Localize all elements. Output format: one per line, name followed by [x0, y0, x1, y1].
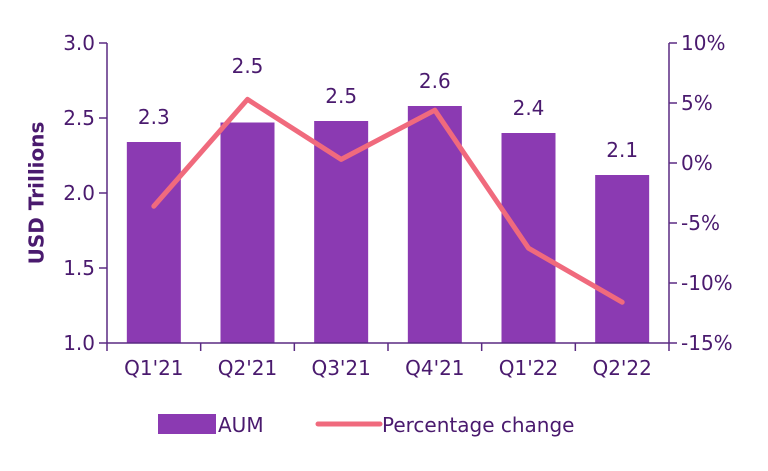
left-tick-label-3: 2.5 — [63, 106, 95, 130]
data-label-4: 2.4 — [513, 96, 545, 120]
right-tick-label-1: -10% — [681, 271, 733, 295]
category-label-4: Q1'22 — [499, 356, 558, 380]
data-label-3: 2.6 — [419, 69, 451, 93]
bars-layer — [126, 106, 650, 343]
category-label-3: Q4'21 — [405, 356, 464, 380]
left-tick-label-1: 1.5 — [63, 256, 95, 280]
legend: AUM Percentage change — [158, 413, 574, 437]
category-label-2: Q3'21 — [311, 356, 370, 380]
left-tick-label-2: 2.0 — [63, 181, 95, 205]
category-label-0: Q1'21 — [124, 356, 183, 380]
data-labels: 2.3 2.5 2.5 2.6 2.4 2.1 — [138, 54, 638, 162]
data-label-1: 2.5 — [232, 54, 264, 78]
category-label-5: Q2'22 — [592, 356, 651, 380]
data-label-2: 2.5 — [325, 84, 357, 108]
bar-4 — [501, 133, 556, 343]
legend-aum-label: AUM — [218, 413, 264, 437]
data-label-0: 2.3 — [138, 105, 170, 129]
category-labels: Q1'21 Q2'21 Q3'21 Q4'21 Q1'22 Q2'22 — [106, 343, 670, 380]
data-label-5: 2.1 — [606, 138, 638, 162]
category-label-1: Q2'21 — [218, 356, 277, 380]
bar-3 — [407, 106, 462, 343]
bar-1 — [220, 122, 275, 343]
bar-2 — [314, 121, 369, 343]
left-ticks: 1.0 1.5 2.0 2.5 3.0 — [63, 31, 107, 355]
line-layer — [151, 96, 625, 305]
legend-aum-swatch — [158, 414, 216, 434]
left-tick-label-0: 1.0 — [63, 331, 95, 355]
right-tick-label-4: 5% — [681, 91, 713, 115]
axes-layer — [106, 43, 670, 344]
percentage-change-line — [151, 96, 625, 305]
right-ticks: -15% -10% -5% 0% 5% 10% — [669, 31, 733, 355]
left-tick-label-4: 3.0 — [63, 31, 95, 55]
right-tick-label-3: 0% — [681, 151, 713, 175]
right-tick-label-2: -5% — [681, 211, 720, 235]
bar-5 — [595, 175, 650, 343]
bar-0 — [126, 142, 181, 343]
right-tick-label-5: 10% — [681, 31, 725, 55]
right-tick-label-0: -15% — [681, 331, 733, 355]
legend-percentage-label: Percentage change — [382, 413, 574, 437]
y-axis-title: USD Trillions — [25, 122, 49, 265]
